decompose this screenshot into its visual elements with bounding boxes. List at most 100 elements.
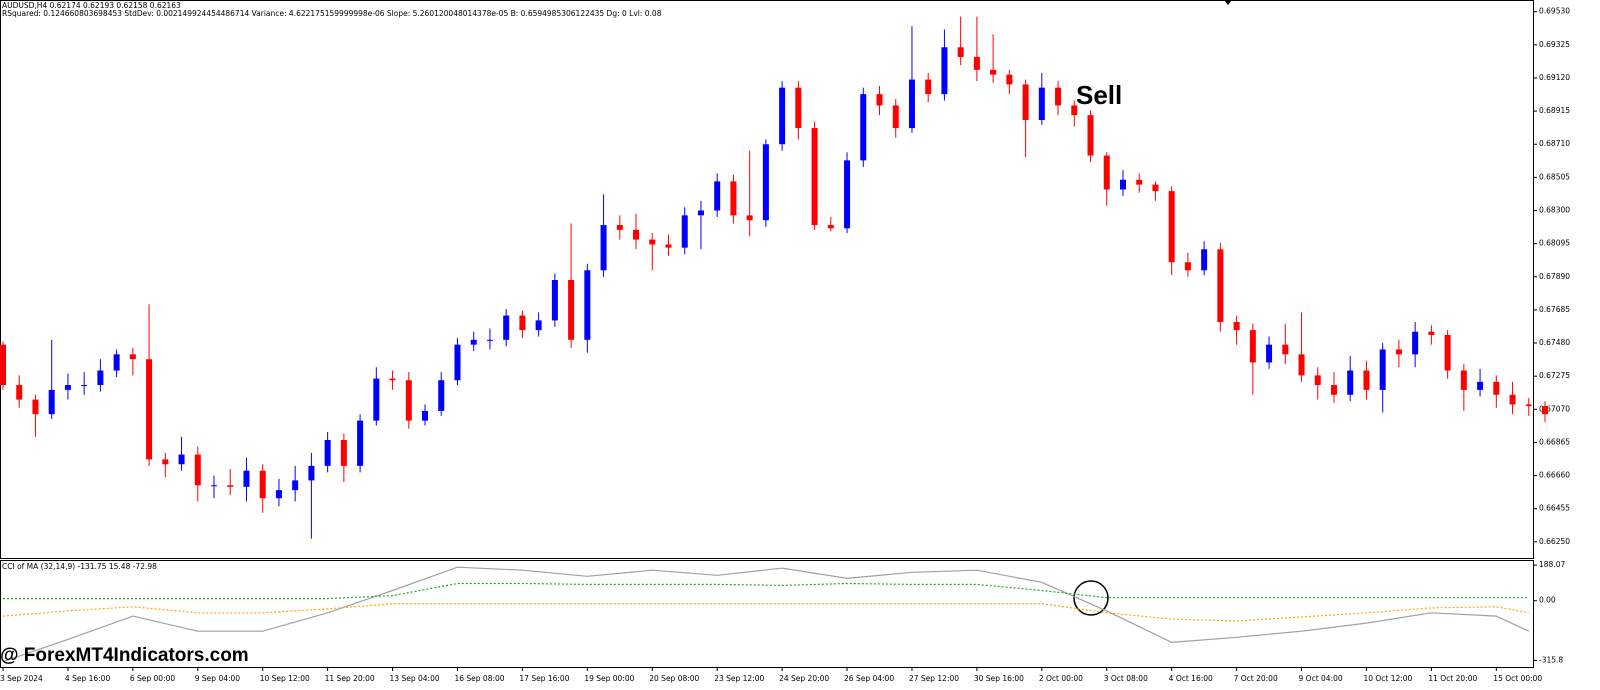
candle-body [649,239,656,245]
candle-body [1201,249,1208,271]
candle-body [665,244,672,248]
y-tick-label: 0.00 [1539,596,1556,605]
candle-body [746,215,753,221]
candle-body [48,389,55,415]
highlight-circle [1073,580,1109,616]
y-tick-label: 0.69530 [1539,7,1570,16]
x-tick-label: 17 Sep 16:00 [519,674,569,683]
y-tick-label: 0.68710 [1539,139,1570,148]
candle-body [779,87,786,145]
candle-body [1152,184,1159,192]
candle-body [584,270,591,340]
x-tick-label: 24 Sep 20:00 [779,674,829,683]
candle-body [1266,344,1273,363]
x-tick-label: 16 Sep 08:00 [454,674,504,683]
x-tick-label: 9 Oct 04:00 [1299,674,1343,683]
candle-body [568,280,575,340]
y-tick-label: 0.69120 [1539,73,1570,82]
candle-body [1249,330,1256,363]
watermark: @ ForexMT4Indicators.com [0,645,249,666]
candle-body [454,344,461,381]
x-tick-label: 9 Sep 04:00 [195,674,241,683]
x-tick-label: 4 Sep 16:00 [65,674,111,683]
candle-body [503,315,510,340]
candle-body [973,56,980,70]
y-tick-label: 0.67070 [1539,404,1570,413]
candle-body [681,215,688,248]
candle-body [1525,404,1532,407]
candle-body [259,470,266,499]
candle-body [146,359,153,460]
y-tick-label: 0.68095 [1539,239,1570,248]
candle-body [1493,381,1500,395]
candle-body [1233,322,1240,331]
candle-body [892,105,899,129]
candle-body [616,225,623,230]
candle-body [1379,349,1386,390]
candle-body [1282,344,1289,355]
candle-body [844,160,851,229]
candle-body [1509,394,1516,405]
candle-body [405,380,412,421]
x-tick-label: 10 Oct 12:00 [1363,674,1412,683]
indicator-title: CCI of MA (32,14,9) -131.75 15.48 -72.98 [2,562,157,571]
candle-body [827,225,834,229]
y-tick-label: 0.67890 [1539,272,1570,281]
candle-body [32,399,39,415]
candle-body [129,354,136,360]
candle-body [1087,115,1094,156]
candle-body [1314,375,1321,386]
candle-body [1168,191,1175,263]
candle-body [1071,105,1078,116]
indicator-line [2,603,1529,622]
candle-body [1184,262,1191,271]
candle-body [714,181,721,211]
y-tick-label: 0.66660 [1539,471,1570,480]
candle-body [81,385,88,387]
candle-body [470,339,477,345]
indicator-pane [0,560,1534,668]
candle-body [292,480,299,491]
candle-body [340,440,347,466]
candle-body [324,440,331,466]
candle-body [633,229,640,240]
y-tick-label: 188.07 [1539,560,1565,569]
candle-body [113,354,120,371]
x-tick-label: 4 Oct 16:00 [1169,674,1213,683]
x-tick-label: 23 Sep 12:00 [714,674,764,683]
chart-title: AUDUSD,H4 0.62174 0.62193 0.62158 0.6216… [2,1,181,10]
y-tick-label: 0.67275 [1539,371,1570,380]
candle-body [600,225,607,271]
shift-marker [1224,0,1232,5]
candle-body [1103,155,1110,190]
y-tick-label: 0.66455 [1539,504,1570,513]
candle-body [1444,334,1451,371]
candle-body [0,344,6,386]
candle-body [227,485,234,487]
y-tick-label: 0.67480 [1539,338,1570,347]
y-tick-label: 0.66865 [1539,437,1570,446]
x-tick-label: 15 Oct 00:00 [1493,674,1542,683]
chart-subtitle: RSquared: 0.124660803698453 StdDev: 0.00… [2,9,662,18]
x-tick-label: 7 Oct 20:00 [1234,674,1278,683]
x-tick-label: 10 Sep 12:00 [260,674,310,683]
candle-body [957,47,964,57]
candle-body [1363,370,1370,390]
candle-body [1055,87,1062,106]
annotation: Sell [1076,80,1122,110]
candle-body [1136,179,1143,185]
candle-body [357,420,364,466]
y-tick-label: -315.8 [1539,656,1563,665]
y-tick-label: 0.67685 [1539,305,1570,314]
candle-body [97,370,104,386]
candle-body [1038,87,1045,120]
candle-body [162,459,169,465]
candle-body [876,94,883,106]
y-tick-label: 0.69325 [1539,40,1570,49]
candle-body [1395,349,1402,355]
candle-body [730,181,737,216]
candle-body [422,410,429,421]
candle-body [1412,331,1419,355]
candle-body [1460,370,1467,390]
